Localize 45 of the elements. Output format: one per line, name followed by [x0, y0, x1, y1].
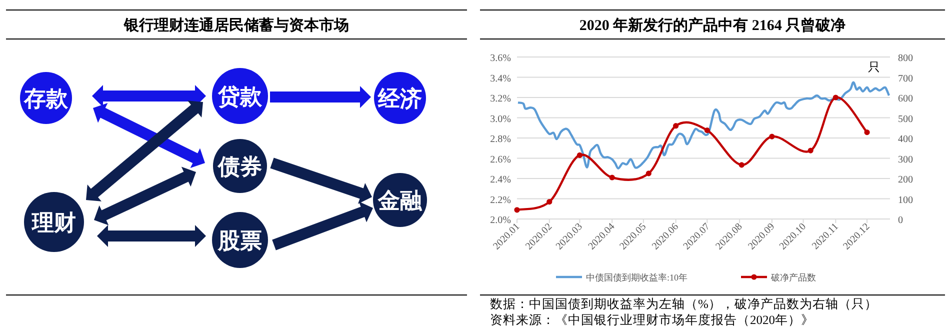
point: [738, 162, 744, 168]
point: [673, 123, 679, 129]
y2-tick-label: 300: [898, 154, 913, 166]
point: [609, 174, 615, 180]
point: [808, 148, 814, 154]
point: [514, 207, 520, 213]
point: [704, 128, 710, 134]
text: 贷款: [217, 84, 263, 109]
legend-label: 破净产品数: [770, 272, 816, 282]
y-tick-label: 2.0%: [490, 215, 511, 226]
text: 存款: [23, 86, 69, 111]
y2-tick-label: 200: [898, 174, 913, 186]
y2-tick-label: 0: [898, 215, 903, 226]
line-series: [516, 81, 890, 170]
y-tick-label: 3.0%: [490, 114, 511, 125]
y-tick-label: 2.4%: [490, 174, 511, 186]
text: 债券: [217, 154, 262, 179]
y2-tick-label: 700: [898, 73, 913, 84]
text: 金融: [377, 188, 423, 213]
y-tick-label: 3.6%: [490, 53, 511, 64]
y-tick-label: 2.8%: [490, 134, 511, 145]
legend-label: 中债国债到期收益率:10年: [586, 272, 688, 282]
text: 资料来源：《中国银行业理财市场年度报告（2020年）》: [490, 312, 814, 327]
y2-axis-title: 只: [868, 60, 880, 74]
y-tick-label: 2.6%: [490, 154, 511, 166]
text: 银行理财连通居民储蓄与资本市场: [123, 16, 349, 34]
point: [646, 170, 652, 176]
y2-tick-label: 500: [898, 114, 913, 125]
y-tick-label: 3.4%: [490, 73, 511, 84]
point: [832, 94, 838, 100]
y2-tick-label: 400: [898, 134, 913, 145]
y2-tick-label: 100: [898, 194, 913, 206]
y2-tick-label: 800: [898, 53, 913, 64]
point: [864, 130, 870, 136]
text: 数据：中国国债到期收益率为左轴（%），破净产品数为右轴（只）: [490, 296, 878, 311]
text: 股票: [217, 228, 262, 253]
point: [576, 152, 582, 158]
y2-tick-label: 600: [898, 94, 913, 104]
text: 经济: [377, 86, 422, 111]
y-tick-label: 3.2%: [490, 94, 511, 104]
text: 理财: [31, 210, 76, 235]
chart-title: 2020 年新发行的产品中有 2164 只曾破净: [579, 16, 846, 34]
point: [769, 134, 775, 140]
point: [546, 198, 552, 205]
y-tick-label: 2.2%: [490, 194, 511, 206]
